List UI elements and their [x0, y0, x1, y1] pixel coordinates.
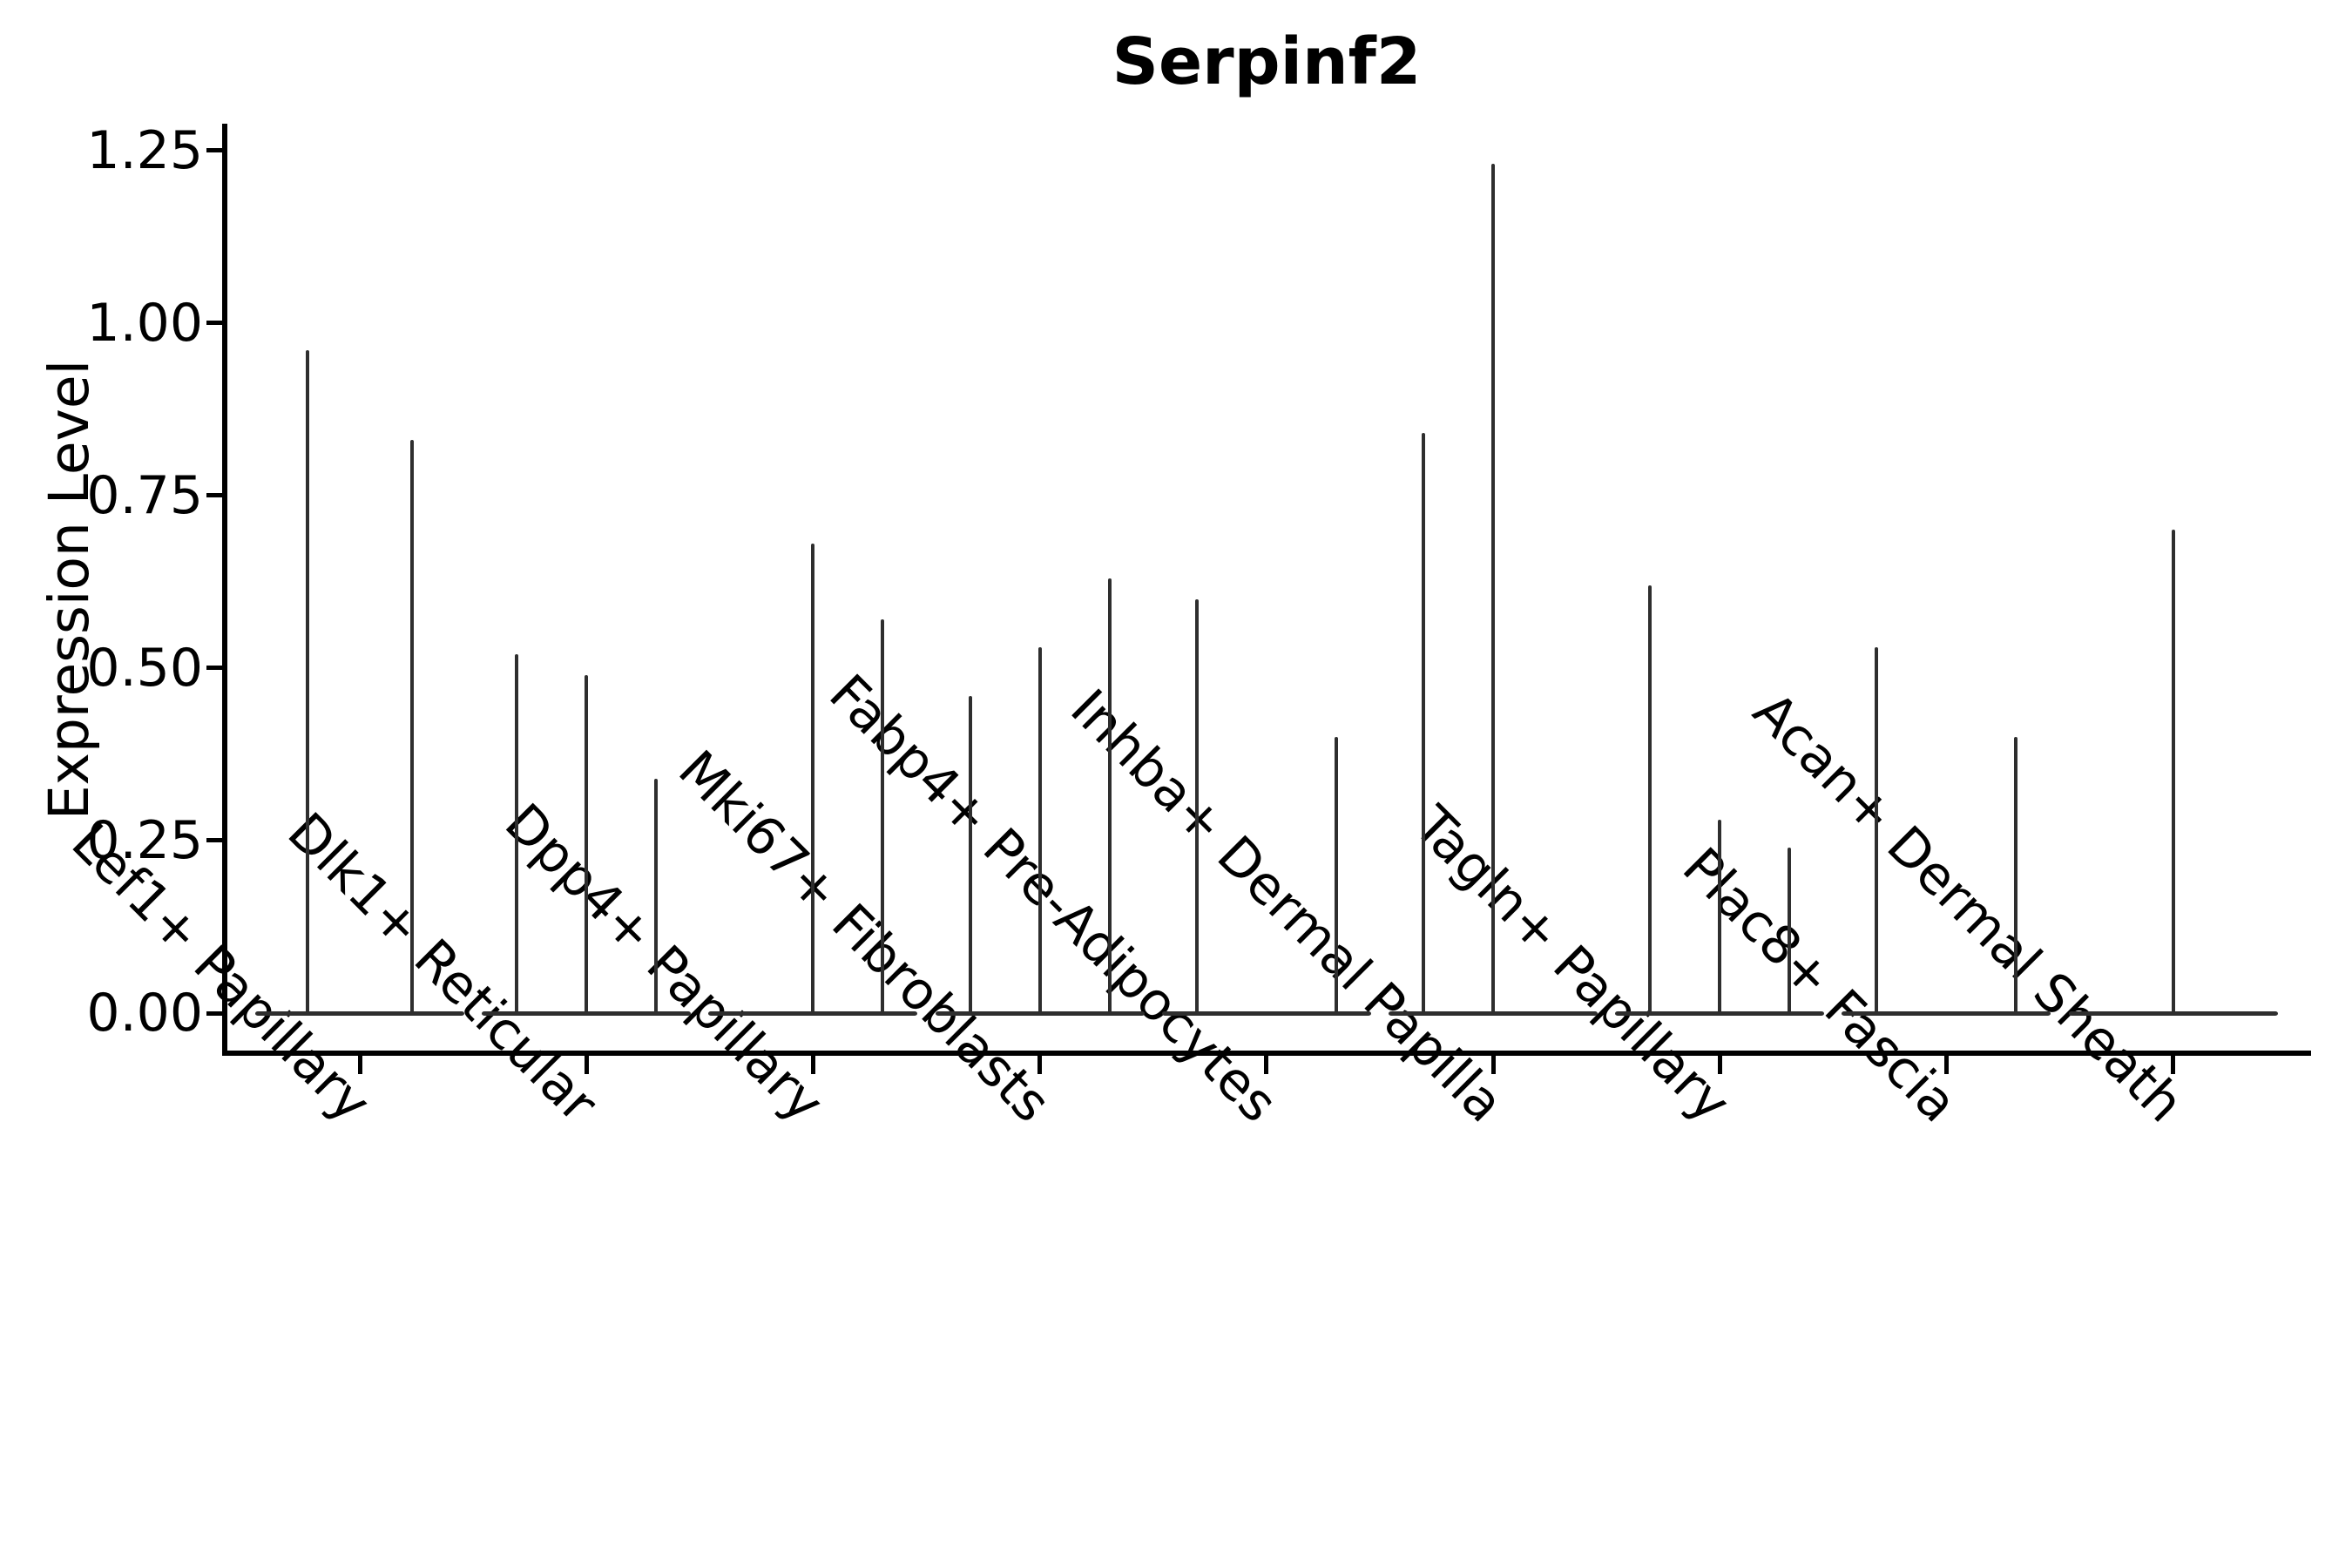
- x-tick-mark: [357, 1056, 362, 1074]
- violin-spike: [515, 654, 519, 1014]
- violin-spike: [654, 778, 659, 1014]
- x-tick-mark: [1717, 1056, 1722, 1074]
- x-tick-label: Mki67+ Fibroblasts: [666, 739, 1063, 1135]
- y-tick-mark: [206, 838, 225, 843]
- x-tick-label: Inhba+ Dermal Papilla: [1058, 678, 1516, 1135]
- y-tick-label: 1.25: [86, 119, 203, 181]
- violin-spike: [1875, 647, 1879, 1014]
- x-tick-label: Acan+ Dermal Sheath: [1741, 680, 2196, 1135]
- violin-spike: [1422, 433, 1425, 1014]
- violin-spike: [410, 440, 414, 1014]
- y-tick-label: 0.25: [86, 809, 203, 871]
- x-tick-mark: [1037, 1056, 1043, 1074]
- violin-spike: [1718, 820, 1722, 1014]
- violin-spike: [1648, 585, 1652, 1014]
- violin-spike: [306, 350, 309, 1014]
- violin-spike: [1334, 737, 1338, 1014]
- violin-spike: [881, 619, 885, 1014]
- x-tick-mark: [810, 1056, 815, 1074]
- violin-baseline: [1842, 1010, 2051, 1016]
- x-tick-label: Fabp4+ Pre-Adipocytes: [817, 663, 1289, 1135]
- x-tick-mark: [1264, 1056, 1269, 1074]
- y-tick-label: 1.00: [86, 292, 203, 354]
- violin-spike: [585, 674, 589, 1014]
- x-tick-mark: [1943, 1056, 1949, 1074]
- x-tick-mark: [584, 1056, 589, 1074]
- violin-spike: [1788, 847, 1792, 1014]
- x-axis-spine: [222, 1051, 2311, 1056]
- y-tick-label: 0.00: [86, 983, 203, 1044]
- violin-spike: [2014, 737, 2018, 1014]
- violin-spike: [2171, 530, 2175, 1014]
- y-tick-mark: [206, 493, 225, 498]
- violin-spike: [1491, 164, 1495, 1014]
- violin-spike: [1037, 647, 1042, 1014]
- y-tick-mark: [206, 1010, 225, 1016]
- x-tick-mark: [2171, 1056, 2176, 1074]
- y-axis-spine: [222, 124, 227, 1056]
- y-tick-label: 0.75: [86, 464, 203, 526]
- violin-spike: [811, 544, 815, 1014]
- violin-spike: [968, 695, 972, 1014]
- y-tick-label: 0.50: [86, 637, 203, 699]
- x-tick-mark: [1490, 1056, 1496, 1074]
- violin-baseline: [1161, 1010, 1371, 1016]
- violin-spike: [1107, 578, 1112, 1014]
- y-tick-mark: [206, 148, 225, 153]
- y-tick-mark: [206, 321, 225, 326]
- y-tick-mark: [206, 666, 225, 671]
- violin-baseline: [255, 1010, 464, 1016]
- plot-title: Serpinf2: [1112, 24, 1422, 99]
- violin-spike: [1194, 598, 1199, 1014]
